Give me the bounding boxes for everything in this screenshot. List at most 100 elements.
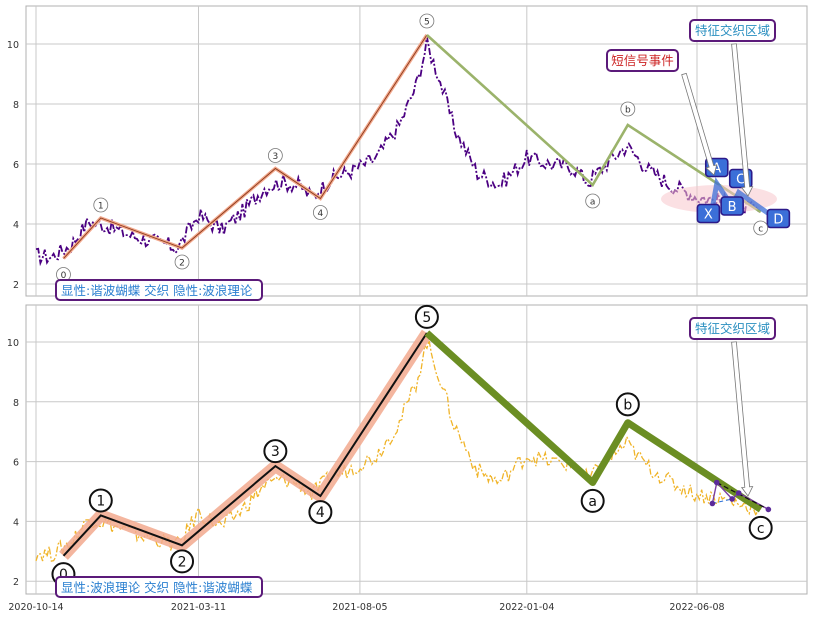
wave-label-text: 1 <box>96 493 105 509</box>
callout-box <box>689 317 776 340</box>
callout-box <box>606 49 679 72</box>
wave-label-circle <box>748 515 773 540</box>
wave-label-circle <box>419 13 435 29</box>
x-tick-label: 2021-08-05 <box>332 602 387 613</box>
wave-label-2: 2 <box>174 254 190 270</box>
x-tick-label: 2022-06-08 <box>669 602 724 613</box>
harmonic-point-dot <box>709 500 716 507</box>
wave-label-b: b <box>615 392 640 417</box>
harmonic-box <box>720 196 744 216</box>
wave-label-1: 1 <box>88 488 113 513</box>
y-tick-label: 4 <box>13 517 19 528</box>
wave-label-text: a <box>590 197 596 207</box>
price-line <box>35 340 762 562</box>
wave-label-text: 4 <box>318 209 324 219</box>
wave-label-circle <box>308 500 333 525</box>
x-tick-label: 2022-01-04 <box>499 602 554 613</box>
wave-label-circle <box>580 488 605 513</box>
price-line <box>35 36 762 267</box>
y-tick-label: 10 <box>7 338 19 349</box>
callout-text: 特征交织区域 <box>695 321 770 336</box>
callout-interweave: 特征交织区域 <box>689 317 776 497</box>
wave-label-3: 3 <box>267 148 283 163</box>
wave-label-circle <box>414 304 439 329</box>
wave-label-text: c <box>758 224 763 234</box>
wave-label-text: b <box>625 105 631 115</box>
corrective-wave-line <box>424 330 763 513</box>
wave-label-text: 5 <box>424 17 430 27</box>
wave-label-a: a <box>580 488 605 513</box>
wave-label-2: 2 <box>170 549 195 574</box>
y-tick-label: 6 <box>13 458 19 469</box>
wave-label-1: 1 <box>93 197 109 213</box>
harmonic-box <box>766 208 791 229</box>
callout-interweave: 特征交织区域 <box>689 19 776 197</box>
legend: 显性:谐波蝴蝶 交织 隐性:波浪理论 <box>55 279 263 301</box>
harmonic-xb-line <box>712 498 733 504</box>
wave-label-circle <box>267 148 283 163</box>
harmonic-label-D: D <box>766 208 791 229</box>
harmonic-point-label: B <box>728 200 737 215</box>
impulse-wave-line <box>63 34 428 259</box>
harmonic-point-dot <box>713 479 720 486</box>
y-tick-label: 8 <box>13 398 19 409</box>
wave-label-text: 3 <box>272 152 278 162</box>
y-tick-label: 4 <box>13 220 19 231</box>
wave-label-c: c <box>753 220 769 236</box>
wave-label-circle <box>88 488 113 513</box>
wave-label-a: a <box>585 193 601 209</box>
wave-label-4: 4 <box>312 205 328 220</box>
wave-label-circle <box>312 205 328 220</box>
x-tick-label: 2021-03-11 <box>171 602 226 613</box>
legend-box <box>55 576 263 598</box>
corrective-wave-line <box>426 34 762 214</box>
callout-arrow <box>681 72 718 176</box>
wave-label-circle <box>585 193 601 209</box>
wave-label-text: b <box>623 397 632 413</box>
harmonic-point-label: X <box>704 208 713 223</box>
callout-signal: 短信号事件 <box>606 49 718 176</box>
harmonic-label-B: B <box>720 196 744 216</box>
harmonic-point-label: A <box>712 162 721 177</box>
wave-label-b: b <box>620 101 636 117</box>
y-tick-label: 2 <box>13 280 19 291</box>
wave-label-text: a <box>588 494 597 510</box>
harmonic-point-dot <box>765 506 772 513</box>
y-tick-label: 2 <box>13 577 19 588</box>
wave-label-circle <box>170 549 195 574</box>
harmonic-label-X: X <box>696 203 721 224</box>
wave-label-circle <box>93 197 109 213</box>
y-tick-label: 6 <box>13 160 19 171</box>
wave-label-5: 5 <box>414 304 439 329</box>
wave-label-3: 3 <box>263 439 288 464</box>
legend-text: 显性:谐波蝴蝶 交织 隐性:波浪理论 <box>61 283 253 298</box>
callout-text: 特征交织区域 <box>695 23 770 38</box>
y-tick-label: 8 <box>13 100 19 111</box>
harmonic-point-label: C <box>736 173 745 188</box>
impulse-wave-line <box>62 332 428 557</box>
callout-box <box>689 19 776 42</box>
wave-label-circle <box>174 254 190 270</box>
harmonic-point-label: D <box>773 213 783 228</box>
wave-label-text: 1 <box>98 201 104 211</box>
x-tick-label: 2020-10-14 <box>8 602 63 613</box>
wave-label-text: 3 <box>271 444 280 460</box>
wave-label-5: 5 <box>419 13 435 29</box>
wave-label-text: 5 <box>422 310 431 326</box>
wave-label-text: c <box>757 521 765 537</box>
legend: 显性:波浪理论 交织 隐性:谐波蝴蝶 <box>55 576 263 598</box>
wave-label-circle <box>263 439 288 464</box>
wave-label-text: 4 <box>316 505 325 521</box>
y-tick-label: 10 <box>7 40 19 51</box>
harmonic-ad-line <box>716 481 769 510</box>
callout-text: 短信号事件 <box>611 53 674 68</box>
harmonic-point-dot <box>735 490 742 496</box>
legend-text: 显性:波浪理论 交织 隐性:谐波蝴蝶 <box>61 580 253 595</box>
wave-label-c: c <box>748 515 773 540</box>
harmonic-point-dot <box>729 496 735 502</box>
callout-arrow <box>731 43 754 197</box>
wave-label-text: 2 <box>179 258 185 268</box>
legend-box <box>55 279 263 301</box>
